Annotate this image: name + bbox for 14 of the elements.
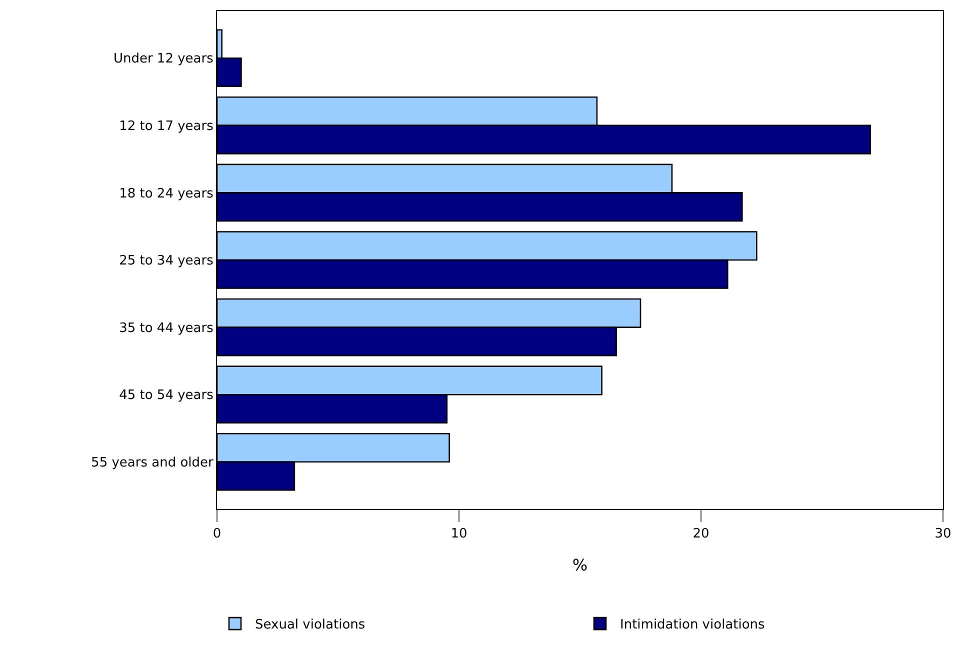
legend-label: Sexual violations bbox=[255, 618, 366, 633]
y-tick-label: 25 to 34 years bbox=[119, 254, 214, 269]
y-tick-label: 45 to 54 years bbox=[119, 388, 214, 404]
y-tick-label: 12 to 17 years bbox=[119, 118, 214, 134]
y-tick-label: Under 12 years bbox=[113, 52, 214, 67]
x-tick-label: 20 bbox=[692, 526, 710, 542]
y-tick-label: 18 to 24 years bbox=[119, 186, 214, 202]
x-axis-title: % bbox=[572, 555, 588, 574]
y-tick-label: 35 to 44 years bbox=[119, 320, 214, 336]
legend-label: Intimidation violations bbox=[620, 618, 766, 633]
y-tick-label: 55 years and older bbox=[91, 455, 214, 470]
x-tick-label: 0 bbox=[212, 526, 222, 542]
x-tick-label: 30 bbox=[934, 526, 952, 542]
x-tick-label: 10 bbox=[450, 526, 468, 542]
